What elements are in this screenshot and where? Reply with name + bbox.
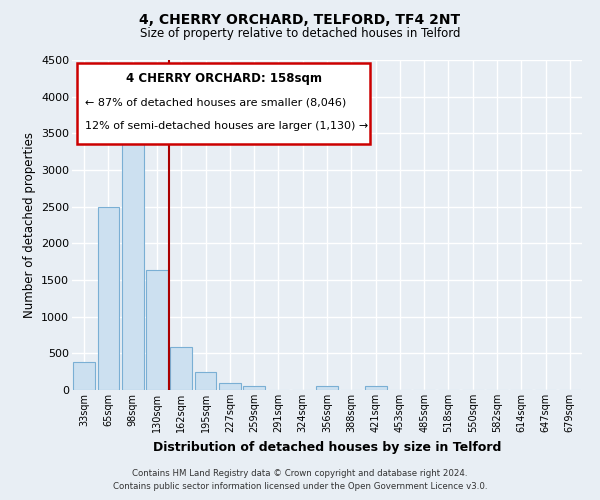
Bar [316, 386, 338, 390]
Text: 4, CHERRY ORCHARD, TELFORD, TF4 2NT: 4, CHERRY ORCHARD, TELFORD, TF4 2NT [139, 12, 461, 26]
Y-axis label: Number of detached properties: Number of detached properties [23, 132, 35, 318]
Bar [194, 372, 217, 390]
Text: Contains HM Land Registry data © Crown copyright and database right 2024.: Contains HM Land Registry data © Crown c… [132, 468, 468, 477]
X-axis label: Distribution of detached houses by size in Telford: Distribution of detached houses by size … [153, 440, 501, 454]
Text: 4 CHERRY ORCHARD: 158sqm: 4 CHERRY ORCHARD: 158sqm [126, 72, 322, 85]
Text: Contains public sector information licensed under the Open Government Licence v3: Contains public sector information licen… [113, 482, 487, 491]
Bar [122, 116, 143, 390]
Bar [365, 386, 386, 390]
Bar [146, 270, 168, 390]
Text: Size of property relative to detached houses in Telford: Size of property relative to detached ho… [140, 28, 460, 40]
Bar [243, 386, 265, 390]
Bar [73, 362, 95, 390]
Text: ← 87% of detached houses are smaller (8,046): ← 87% of detached houses are smaller (8,… [85, 98, 346, 108]
Bar [219, 382, 241, 390]
Bar [170, 346, 192, 390]
Text: 12% of semi-detached houses are larger (1,130) →: 12% of semi-detached houses are larger (… [85, 121, 368, 131]
Bar [77, 64, 370, 144]
Bar [97, 206, 119, 390]
